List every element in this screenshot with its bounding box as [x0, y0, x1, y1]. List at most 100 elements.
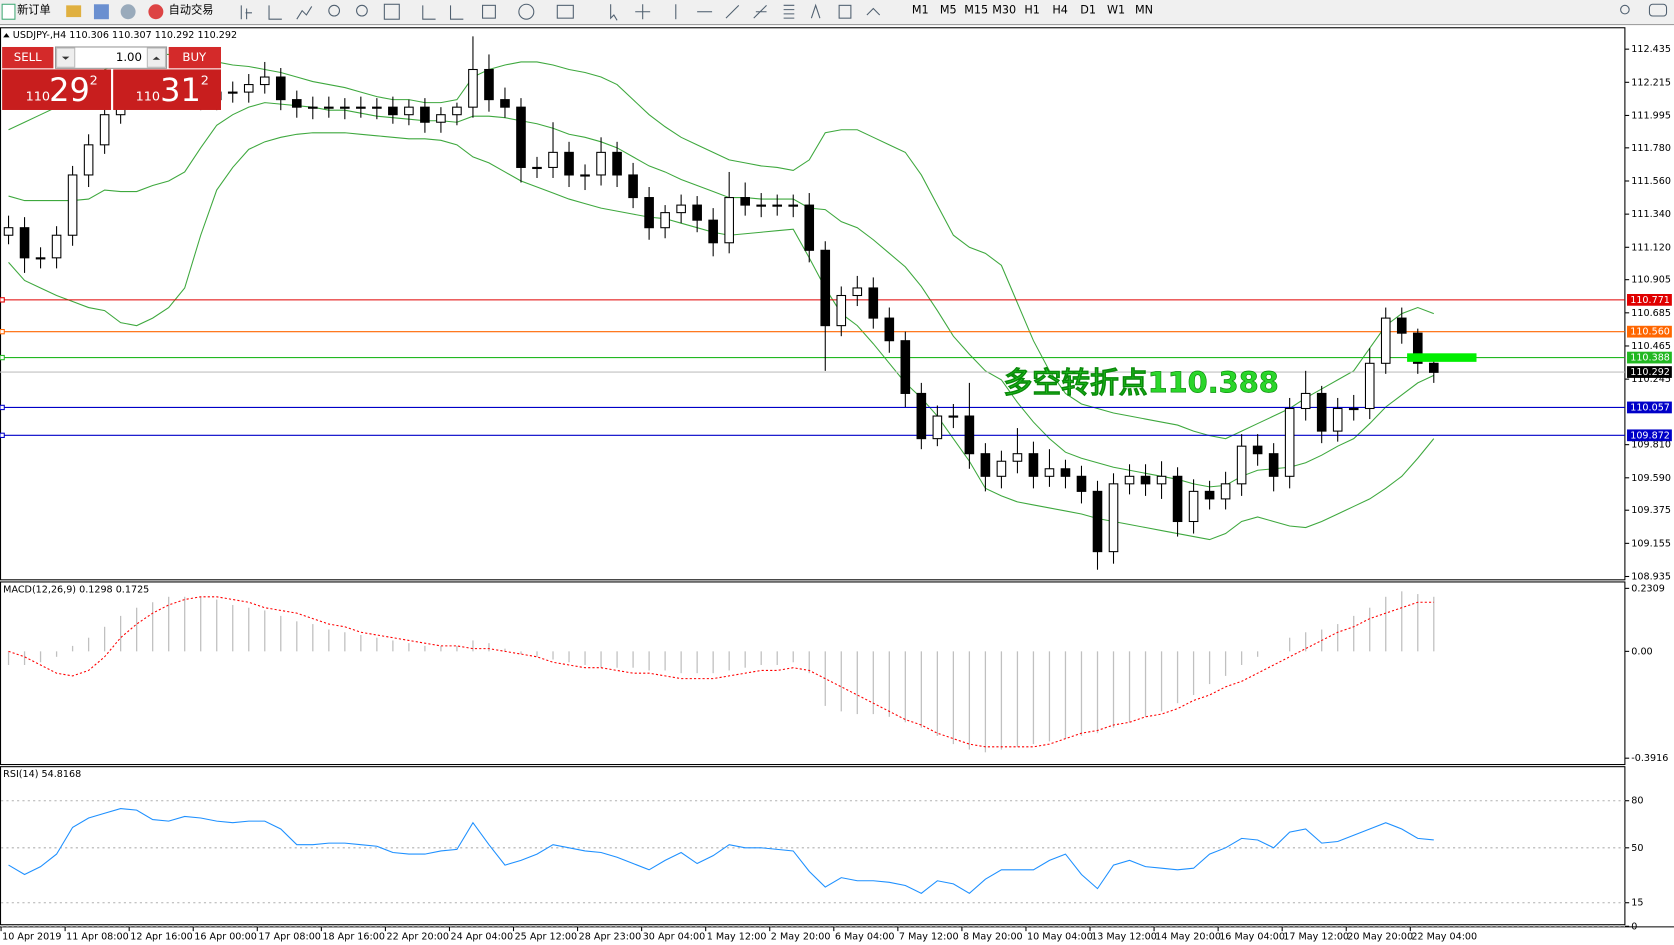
candle-icon[interactable] [268, 5, 282, 20]
buy-label[interactable]: BUY [182, 50, 207, 64]
time-label: 20 May 20:00 [1347, 931, 1413, 942]
y-tick-label: 111.560 [1631, 176, 1671, 187]
toolbar-icon[interactable] [66, 5, 82, 18]
bid-small: 2 [90, 74, 98, 89]
bar-chart-icon[interactable] [240, 5, 252, 20]
fibo-icon[interactable] [783, 4, 795, 19]
candle-body [1300, 392, 1311, 410]
price-level-label: 109.872 [1630, 430, 1670, 441]
label-icon[interactable] [838, 4, 852, 19]
crosshair-icon[interactable] [635, 4, 651, 20]
auto-trade-button[interactable]: 自动交易 [169, 3, 214, 17]
candle-body [308, 106, 318, 109]
lot-field[interactable] [54, 46, 168, 69]
templates-icon[interactable] [556, 4, 574, 19]
cursor-icon[interactable] [610, 4, 618, 21]
y-tick-label: 50 [1631, 843, 1643, 854]
bollinger-upper [8, 53, 1434, 440]
shift-icon[interactable] [449, 5, 464, 20]
one-click-trading: SELL 1.00 BUY 110 29 2 110 31 2 [2, 46, 221, 110]
sell-button[interactable] [2, 46, 54, 69]
candle-body [468, 68, 478, 108]
y-tick-label: 110.685 [1631, 308, 1671, 319]
indicators-icon[interactable] [482, 4, 496, 19]
line-chart-icon[interactable] [296, 6, 313, 20]
timeframe-button[interactable]: H4 [1052, 4, 1068, 17]
timeframe-button[interactable]: H1 [1024, 4, 1040, 17]
timeframe-button[interactable]: M15 [964, 4, 988, 17]
timeframe-button[interactable]: M30 [992, 4, 1016, 17]
candle-body [227, 91, 238, 94]
candle-body [548, 151, 558, 168]
price-level-tag [1627, 325, 1672, 338]
bid-big: 29 [49, 71, 90, 109]
bid-prefix: 110 [26, 90, 50, 105]
time-label: 13 May 12:00 [1091, 931, 1157, 942]
candle-body [1092, 490, 1103, 553]
buy-button[interactable] [168, 46, 221, 69]
candle-body [500, 99, 510, 108]
bollinger-middle [8, 102, 1435, 488]
bid-box[interactable] [2, 69, 112, 110]
timeframe-button[interactable]: D1 [1080, 4, 1096, 17]
candle-body [1364, 362, 1375, 410]
candle-body [67, 174, 78, 236]
y-tick-label: -0.3916 [1631, 753, 1668, 764]
symbol-toggle[interactable] [3, 33, 10, 38]
panel-title: MACD(12,26,9) 0.1298 0.1725 [3, 584, 149, 595]
candle-body [1284, 407, 1295, 477]
new-order-button[interactable]: 新订单 [17, 3, 51, 17]
y-tick-label: 110.905 [1631, 275, 1671, 286]
auto-trade-icon[interactable] [148, 4, 164, 20]
trendline-icon[interactable] [725, 4, 740, 19]
y-tick-label: 111.340 [1631, 209, 1671, 220]
candle-body [516, 106, 526, 168]
time-label: 1 May 12:00 [707, 931, 767, 942]
new-order-icon[interactable] [1, 3, 16, 20]
time-label: 28 Apr 23:00 [579, 931, 642, 942]
time-label: 24 Apr 04:00 [451, 931, 514, 942]
time-label: 17 May 12:00 [1283, 931, 1349, 942]
arrows-icon[interactable] [866, 7, 881, 16]
timeframe-button[interactable]: M5 [940, 4, 957, 17]
toolbar-icon[interactable] [93, 4, 109, 20]
chat-icon[interactable] [1648, 3, 1668, 17]
time-label: 30 Apr 04:00 [643, 931, 706, 942]
candle-body [484, 68, 494, 101]
candle-body [1028, 453, 1039, 477]
y-tick-label: 112.435 [1631, 44, 1671, 55]
text-icon[interactable] [810, 3, 821, 19]
channel-icon[interactable] [753, 4, 767, 19]
periods-icon[interactable] [518, 3, 535, 20]
lot-value[interactable]: 1.00 [116, 50, 142, 64]
search-icon[interactable] [1620, 4, 1630, 15]
zoom-in-icon[interactable] [328, 4, 341, 17]
candle-body [452, 106, 462, 116]
candle-body [980, 453, 991, 477]
time-label: 2 May 20:00 [771, 931, 831, 942]
candle-body [1108, 483, 1119, 553]
timeframe-button[interactable]: M1 [912, 4, 929, 17]
candle-body [275, 76, 286, 101]
candle-body [340, 106, 350, 109]
ask-box[interactable] [113, 69, 221, 110]
tile-icon[interactable] [383, 3, 400, 20]
bid-tag [1627, 366, 1672, 378]
candle-body [996, 460, 1007, 477]
candle-body [259, 76, 270, 86]
toolbar-icon[interactable] [120, 4, 136, 20]
time-label: 16 May 04:00 [1219, 931, 1285, 942]
timeframe-button[interactable]: MN [1135, 4, 1153, 17]
candle-body [1060, 468, 1071, 477]
sell-label[interactable]: SELL [14, 50, 42, 64]
candle-body [596, 151, 606, 176]
macd-signal [8, 596, 1434, 748]
timeframe-button[interactable]: W1 [1107, 4, 1125, 17]
candle-body [948, 415, 959, 418]
autoscroll-icon[interactable] [422, 5, 436, 20]
zoom-out-icon[interactable] [356, 4, 368, 17]
candle-body [243, 84, 254, 93]
candle-body [1332, 407, 1343, 432]
candle-body [1380, 317, 1391, 364]
